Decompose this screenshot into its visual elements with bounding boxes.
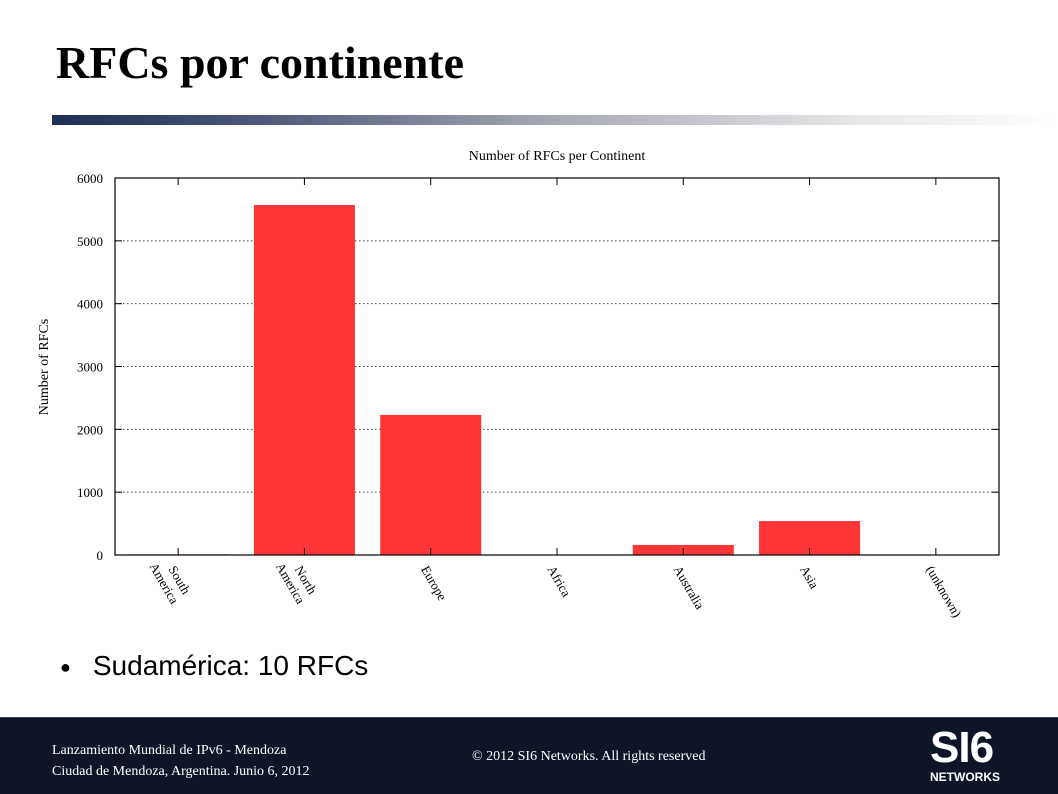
x-tick-label: (unknown): [923, 563, 965, 620]
footer-copyright: © 2012 SI6 Networks. All rights reserved: [472, 749, 706, 764]
si6-networks-logo: SI6 NETWORKS: [930, 723, 1010, 786]
y-tick-label: 4000: [77, 297, 103, 312]
chart-title: Number of RFCs per Continent: [469, 149, 646, 164]
slide-title: RFCs por continente: [56, 37, 465, 88]
y-tick-label: 0: [97, 548, 104, 563]
x-tick-label-line: (unknown): [923, 563, 965, 620]
logo-sub-text: NETWORKS: [930, 770, 1000, 784]
bar-north-america: [253, 205, 355, 555]
x-tick-label: Australia: [671, 563, 708, 612]
y-tick-label: 5000: [77, 234, 103, 249]
footer-event-info: Lanzamiento Mundial de IPv6 - Mendoza Ci…: [52, 740, 310, 782]
x-tick-label: NorthAmerica: [273, 553, 321, 607]
bar-europe: [380, 414, 482, 555]
logo-main-text: SI6: [930, 723, 994, 772]
y-ticks: 0 1000 2000 3000 4000 5000 6000: [77, 171, 999, 563]
title-underline-bar: [52, 115, 1058, 125]
footer-line-2: Ciudad de Mendoza, Argentina. Junio 6, 2…: [52, 764, 310, 779]
grid-lines: [115, 240, 999, 493]
x-tick-label: Africa: [544, 563, 574, 599]
bullet-text: Sudamérica: 10 RFCs: [92, 650, 369, 681]
y-tick-label: 2000: [77, 422, 103, 437]
x-tick-label-line: Asia: [797, 563, 822, 591]
x-tick-label: Europe: [418, 563, 450, 603]
bars: [127, 205, 861, 555]
x-tick-label: SouthAmerica: [147, 553, 195, 607]
y-tick-label: 1000: [77, 485, 103, 500]
footer-line-1: Lanzamiento Mundial de IPv6 - Mendoza: [52, 743, 287, 758]
rfcs-per-continent-chart: Number of RFCs per Continent Number of R…: [37, 149, 1000, 620]
x-tick-label: Asia: [797, 563, 822, 591]
footer: Lanzamiento Mundial de IPv6 - Mendoza Ci…: [0, 717, 1058, 794]
bullet-dot-icon: ●: [60, 657, 71, 678]
bullet-item: ● Sudamérica: 10 RFCs: [60, 650, 368, 682]
x-tick-label-line: Australia: [671, 563, 708, 612]
y-tick-label: 6000: [77, 171, 103, 186]
y-tick-label: 3000: [77, 360, 103, 375]
x-tick-label-line: Europe: [418, 563, 450, 603]
x-tick-label-line: Africa: [544, 563, 574, 599]
y-axis-label: Number of RFCs: [37, 319, 52, 415]
